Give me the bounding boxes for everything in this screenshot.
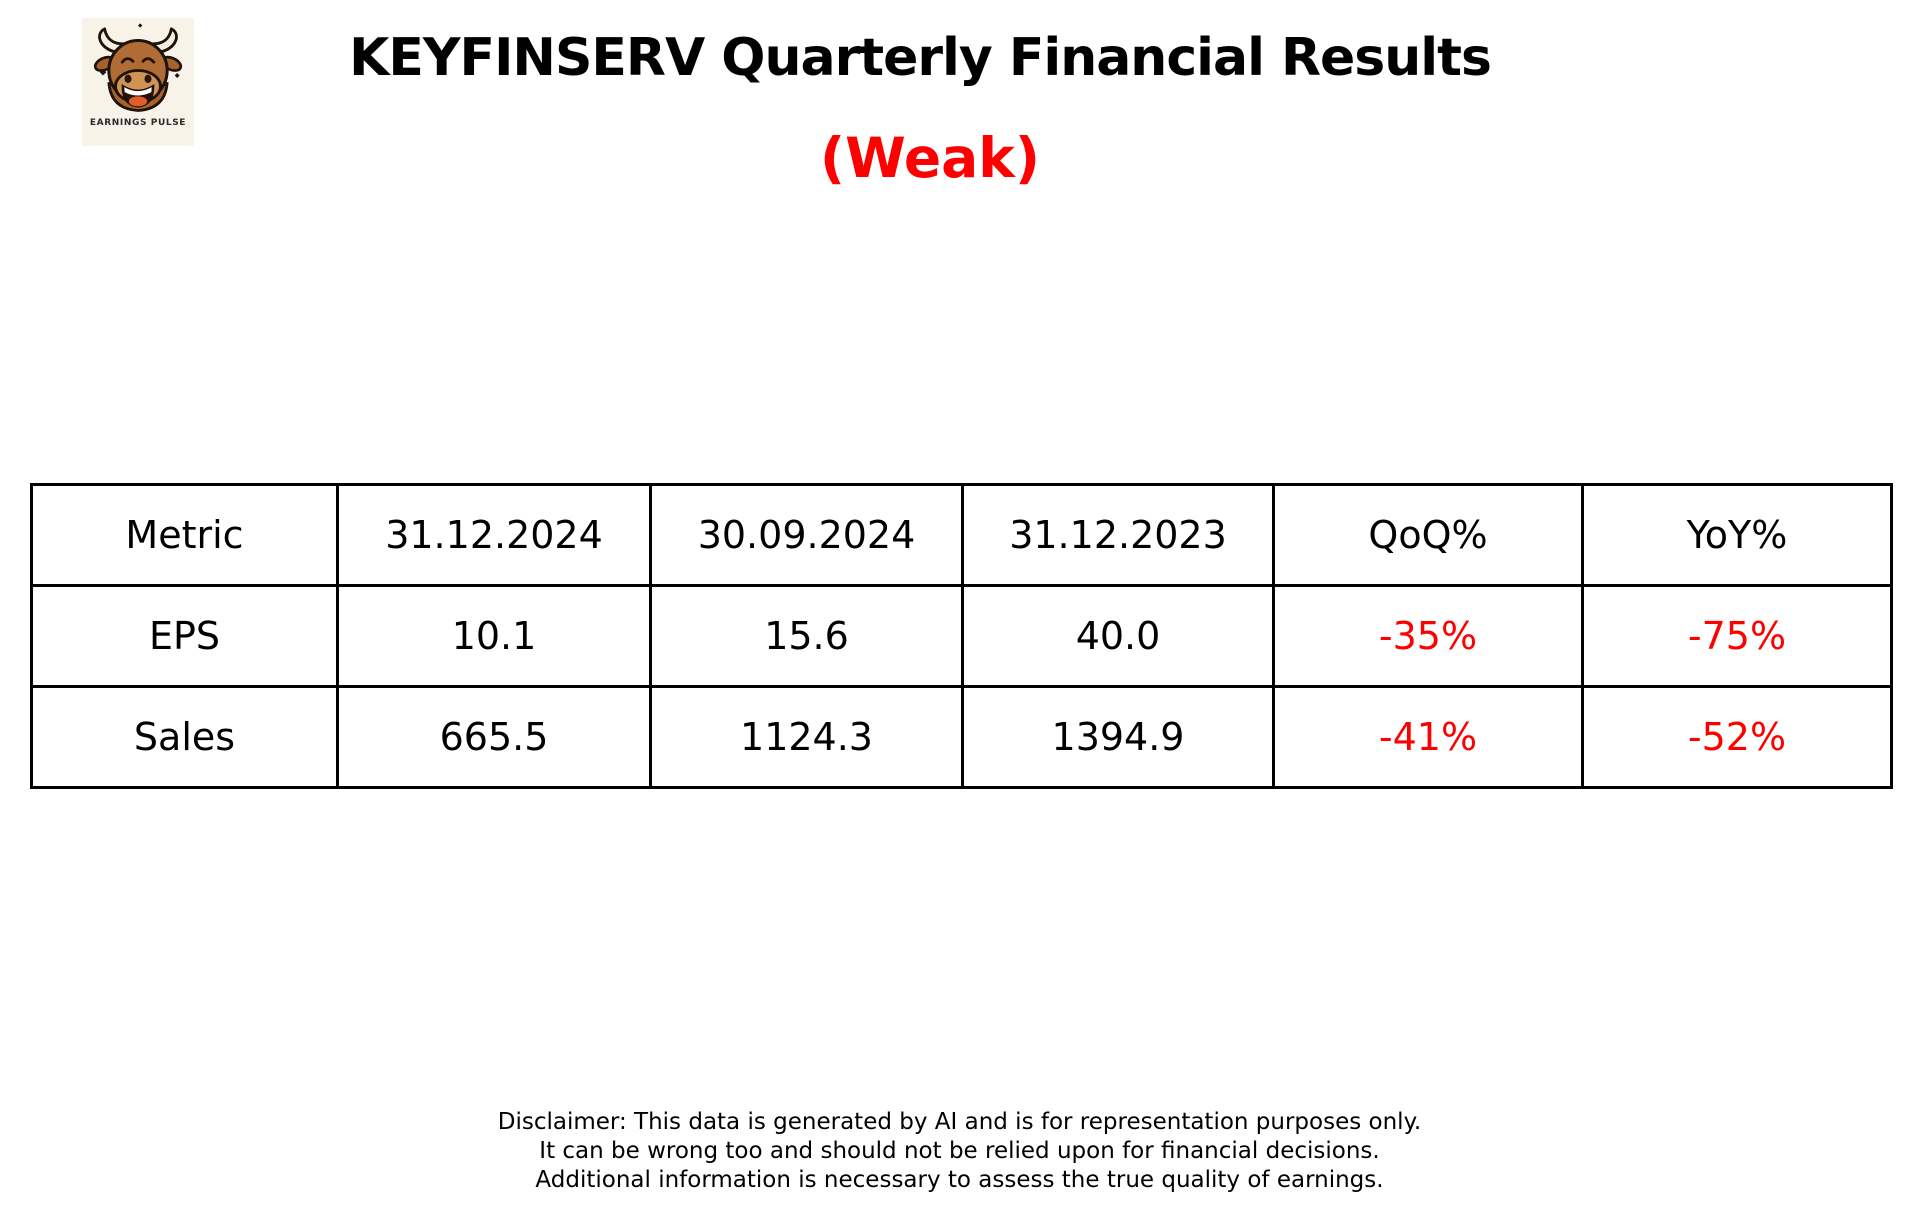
- eps-metric-cell: EPS: [30, 584, 339, 688]
- disclaimer-line-3: Additional information is necessary to a…: [535, 1167, 1384, 1193]
- sales-previous-cell: 1124.3: [649, 685, 964, 789]
- sales-qoq-cell: -41%: [1272, 685, 1584, 789]
- disclaimer-line-2: It can be wrong too and should not be re…: [539, 1138, 1380, 1164]
- sales-metric-cell: Sales: [30, 685, 339, 789]
- eps-yearago-cell: 40.0: [961, 584, 1275, 688]
- col-header-yoy: YoY%: [1581, 483, 1893, 587]
- disclaimer-line-1: Disclaimer: This data is generated by AI…: [497, 1109, 1422, 1135]
- col-header-q-yearago: 31.12.2023: [961, 483, 1275, 587]
- col-header-metric: Metric: [30, 483, 339, 587]
- verdict-subtitle: (Weak): [820, 126, 1040, 190]
- sales-yearago-cell: 1394.9: [961, 685, 1275, 789]
- eps-current-cell: 10.1: [336, 584, 652, 688]
- logo-brand-text: EARNINGS PULSE: [89, 118, 187, 128]
- table-row-eps: EPS 10.1 15.6 40.0 -35% -75%: [30, 584, 1893, 688]
- col-header-q-previous: 30.09.2024: [649, 483, 964, 587]
- sales-yoy-cell: -52%: [1581, 685, 1893, 789]
- page-title: KEYFINSERV Quarterly Financial Results: [349, 28, 1492, 88]
- eps-yoy-cell: -75%: [1581, 584, 1893, 688]
- laughing-bull-icon: [93, 23, 183, 112]
- col-header-q-current: 31.12.2024: [336, 483, 652, 587]
- sales-current-cell: 665.5: [336, 685, 652, 789]
- eps-qoq-cell: -35%: [1272, 584, 1584, 688]
- disclaimer-text: Disclaimer: This data is generated by AI…: [0, 1108, 1919, 1195]
- financial-results-table: Metric 31.12.2024 30.09.2024 31.12.2023 …: [30, 483, 1893, 789]
- table-row-sales: Sales 665.5 1124.3 1394.9 -41% -52%: [30, 685, 1893, 789]
- earnings-pulse-logo: EARNINGS PULSE: [82, 18, 194, 146]
- eps-previous-cell: 15.6: [649, 584, 964, 688]
- table-header-row: Metric 31.12.2024 30.09.2024 31.12.2023 …: [30, 483, 1893, 587]
- col-header-qoq: QoQ%: [1272, 483, 1584, 587]
